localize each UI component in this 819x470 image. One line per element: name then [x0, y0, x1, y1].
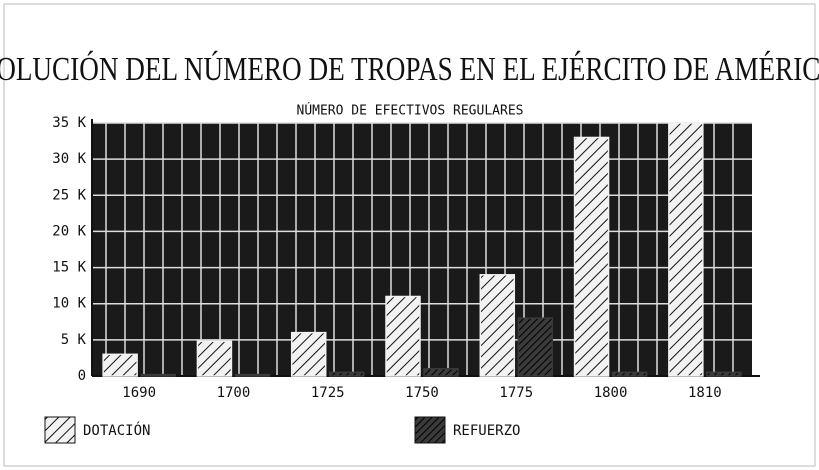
bar: [102, 353, 138, 377]
bar: [234, 373, 271, 377]
bar: [385, 295, 421, 377]
bar: [517, 317, 554, 377]
chart-subtitle: NÚMERO DE EFECTIVOS REGULARES: [297, 103, 524, 119]
bar: [706, 371, 742, 377]
x-tick-label: 1690: [122, 385, 156, 401]
bar: [290, 331, 327, 377]
y-tick-label: 35 K: [52, 115, 86, 131]
bar: [423, 368, 459, 377]
legend-label: REFUERZO: [453, 423, 520, 439]
chart-title: EVOLUCIÓN DEL NÚMERO DE TROPAS EN EL EJÉ…: [0, 49, 819, 88]
x-tick-label: 1750: [405, 385, 439, 401]
x-tick-label: 1810: [688, 385, 722, 401]
bar: [668, 122, 704, 377]
bar: [140, 373, 176, 377]
legend-swatch: [44, 416, 76, 444]
y-tick-label: 15 K: [52, 260, 86, 276]
bar: [611, 371, 648, 377]
y-tick-label: 25 K: [52, 187, 86, 203]
legend-label: DOTACIÓN: [83, 421, 150, 439]
x-tick-label: 1775: [499, 385, 533, 401]
bar: [196, 340, 233, 377]
y-tick-label: 30 K: [52, 151, 86, 167]
y-tick-label: 10 K: [52, 296, 86, 312]
bar: [328, 371, 365, 377]
y-tick-label: 0: [78, 368, 86, 384]
bar: [479, 274, 516, 377]
plot-area: [92, 123, 752, 376]
x-tick-label: 1725: [311, 385, 345, 401]
bar: [573, 136, 610, 377]
x-tick-label: 1800: [594, 385, 628, 401]
y-tick-label: 5 K: [61, 332, 87, 348]
x-tick-label: 1700: [217, 385, 251, 401]
legend-swatch: [414, 416, 446, 444]
y-tick-label: 20 K: [52, 223, 86, 239]
